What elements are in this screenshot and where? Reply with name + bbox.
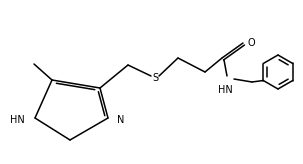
Text: N: N xyxy=(117,115,124,125)
Text: O: O xyxy=(248,38,256,48)
Text: HN: HN xyxy=(218,85,232,95)
Text: S: S xyxy=(152,73,158,83)
Text: HN: HN xyxy=(10,115,25,125)
